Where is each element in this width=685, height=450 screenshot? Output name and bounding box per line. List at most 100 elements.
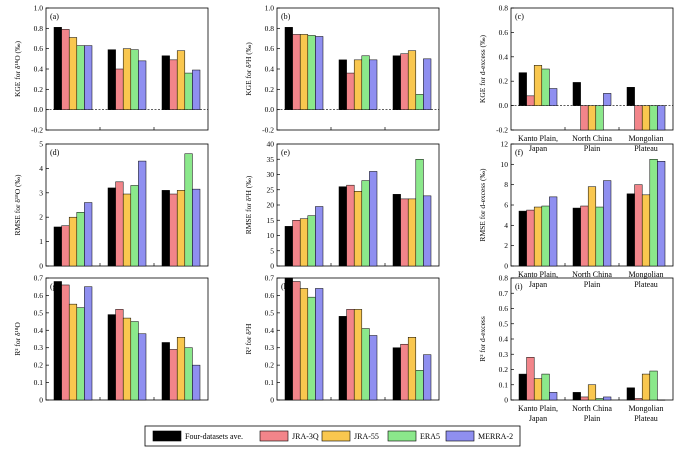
bar-jra-55-north-china-plain <box>122 48 132 110</box>
y-tick-label: -0.2 <box>262 126 274 135</box>
bar-merra-2-mongolian-plateau <box>192 69 201 110</box>
bar-merra-2-kanto-plain-japan <box>84 286 93 401</box>
y-axis-title: KGE for δ¹⁸O (‰) <box>13 40 22 97</box>
bar-era5-north-china-plain <box>130 185 139 267</box>
y-tick-label: 10 <box>501 160 509 169</box>
chart-panel-f: 0 2 4 6 8 10 12 (f) RMSE for d-excess (‰) Kanto P… <box>478 140 674 289</box>
y-tick-label: 0.1 <box>499 380 509 389</box>
bar-era5-mongolian-plateau <box>415 159 424 267</box>
chart-panel-g: 00.10.20.30.40.50.60.7(g)R² for δ¹⁸O <box>13 274 209 405</box>
bar-era5-kanto-plain-japan <box>541 68 550 106</box>
legend: Four-datasets ave. JRA-3Q JRA-55 ERA5 ME… <box>144 425 521 447</box>
panel-label: (i) <box>515 282 523 291</box>
y-tick-label: 0.2 <box>265 85 275 94</box>
bar-jra-55-north-china-plain <box>353 191 363 267</box>
bar-era5-kanto-plain-japan <box>76 307 85 401</box>
bar-jra-3q-kanto-plain-japan <box>292 220 301 267</box>
bar-era5-north-china-plain <box>130 49 139 110</box>
bar-jra-3q-north-china-plain <box>580 105 589 131</box>
y-tick-label: 10 <box>267 231 275 240</box>
legend-label-four-datasets: Four-datasets ave. <box>185 432 243 441</box>
y-tick-label: 0.0 <box>265 105 275 114</box>
y-tick-label: 5 <box>39 140 43 149</box>
bar-jra-55-mongolian-plateau <box>176 50 186 110</box>
y-axis-title: RMSE for δ²H (‰) <box>244 175 253 234</box>
y-tick-label: 0 <box>504 262 508 271</box>
bar-jra-55-mongolian-plateau <box>641 105 651 131</box>
y-tick-label: 0.3 <box>499 350 509 359</box>
bar-four-datasets-ave-mongolian-plateau <box>626 387 635 401</box>
y-tick-label: 6 <box>504 201 508 210</box>
y-axis-title: KGE for δ²H (‰) <box>244 42 253 96</box>
bar-era5-north-china-plain <box>361 328 370 401</box>
y-tick-label: 0.6 <box>499 304 509 313</box>
bar-jra-55-north-china-plain <box>587 384 597 401</box>
bar-four-datasets-ave-kanto-plain-japan <box>518 210 527 267</box>
y-tick-label: 30 <box>267 170 275 179</box>
panel-label: (e) <box>281 148 290 157</box>
bar-jra-3q-mongolian-plateau <box>169 349 178 401</box>
bar-four-datasets-ave-north-china-plain <box>107 314 116 401</box>
y-tick-label: 0.8 <box>34 24 44 33</box>
y-tick-label: 0 <box>39 262 43 271</box>
bar-jra-3q-kanto-plain-japan <box>526 95 535 106</box>
bar-jra-55-kanto-plain-japan <box>533 206 543 267</box>
bar-merra-2-north-china-plain <box>603 93 612 106</box>
y-tick-label: 0.6 <box>265 44 275 53</box>
category-label-north-china-plain: North China Plain <box>572 134 612 153</box>
y-tick-label: 0.2 <box>34 85 44 94</box>
bar-four-datasets-ave-mongolian-plateau <box>392 347 401 401</box>
bar-jra-3q-north-china-plain <box>346 184 355 267</box>
bar-merra-2-kanto-plain-japan <box>315 288 324 401</box>
y-tick-label: 0.1 <box>265 378 275 387</box>
y-tick-label: 40 <box>267 140 275 149</box>
y-tick-label: -0.2 <box>496 126 508 135</box>
legend-swatch-era5 <box>387 430 417 442</box>
bar-jra-55-kanto-plain-japan <box>68 37 78 110</box>
y-tick-label: 0.4 <box>499 52 509 61</box>
bar-four-datasets-ave-kanto-plain-japan <box>53 281 62 401</box>
y-tick-label: 0.2 <box>265 361 275 370</box>
bar-era5-kanto-plain-japan <box>76 212 85 267</box>
y-axis-title: RMSE for d-excess (‰) <box>478 168 487 242</box>
bar-merra-2-mongolian-plateau <box>423 58 432 110</box>
category-label-mongolian-plateau: Mongolian Plateau <box>628 404 663 423</box>
bar-jra-55-kanto-plain-japan <box>533 378 543 401</box>
bar-era5-kanto-plain-japan <box>307 35 316 110</box>
chart-panel-i: 0 0.1 0.2 0.3 0.4 0.5 0.6 0.7 0.8 (i) R² for d-exc… <box>478 274 674 423</box>
category-label-kanto-plain-japan: Kanto Plain, Japan <box>518 134 558 153</box>
chart-panel-b: -0.2 0.0 0.2 0.4 0.6 0.8 1.0 (b) KGE for δ²H (‰) <box>244 4 440 135</box>
y-tick-label: 0.6 <box>34 291 44 300</box>
bar-era5-kanto-plain-japan <box>307 215 316 267</box>
bar-jra-55-mongolian-plateau <box>407 198 417 267</box>
bar-four-datasets-ave-north-china-plain <box>107 49 116 110</box>
bar-four-datasets-ave-kanto-plain-japan <box>284 277 293 401</box>
bar-merra-2-mongolian-plateau <box>423 195 432 267</box>
bar-era5-kanto-plain-japan <box>307 296 316 401</box>
legend-swatch-four-datasets <box>152 430 182 442</box>
bar-jra-55-mongolian-plateau <box>407 337 417 401</box>
bar-merra-2-kanto-plain-japan <box>549 196 558 267</box>
bar-jra-55-north-china-plain <box>353 309 363 401</box>
bar-merra-2-mongolian-plateau <box>423 354 432 401</box>
bar-merra-2-mongolian-plateau <box>192 364 201 401</box>
y-tick-label: 0.6 <box>265 291 275 300</box>
y-tick-label: 0.7 <box>34 274 44 283</box>
bar-jra-3q-mongolian-plateau <box>634 105 643 131</box>
y-tick-label: 0.8 <box>499 4 509 13</box>
category-label-mongolian-plateau: Mongolian Plateau <box>628 270 663 289</box>
bar-jra-3q-north-china-plain <box>580 396 589 401</box>
y-tick-label: 8 <box>504 180 508 189</box>
bar-jra-3q-kanto-plain-japan <box>61 225 70 267</box>
category-label-north-china-plain: North China Plain <box>572 270 612 289</box>
bar-merra-2-kanto-plain-japan <box>84 202 93 267</box>
bar-jra-55-kanto-plain-japan <box>299 34 309 110</box>
bar-era5-north-china-plain <box>595 105 604 131</box>
bar-four-datasets-ave-north-china-plain <box>572 207 581 267</box>
bar-era5-north-china-plain <box>361 180 370 267</box>
bar-merra-2-kanto-plain-japan <box>549 392 558 401</box>
category-label-mongolian-plateau: Mongolian Plateau <box>628 134 663 153</box>
bar-era5-mongolian-plateau <box>649 370 658 401</box>
bar-four-datasets-ave-mongolian-plateau <box>161 55 170 110</box>
y-tick-label: 0.5 <box>34 308 44 317</box>
